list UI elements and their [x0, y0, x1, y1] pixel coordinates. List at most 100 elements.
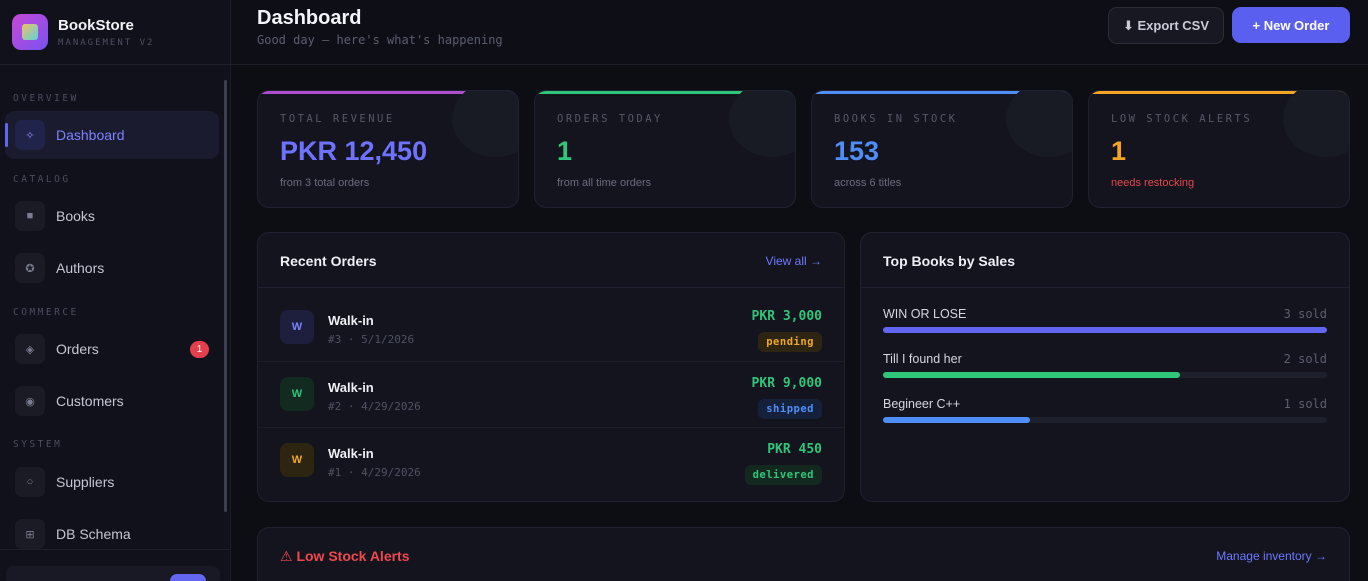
sidebar-item-dashboard[interactable]: ✧ Dashboard: [5, 111, 219, 159]
view-all-orders-link[interactable]: View all →: [765, 254, 822, 268]
customer-avatar: W: [280, 443, 314, 477]
customer-avatar: W: [280, 310, 314, 344]
sidebar-item-label: Suppliers: [56, 474, 115, 490]
stat-accent-bar: [1089, 91, 1349, 94]
stat-card-low-stock-alerts: LOW STOCK ALERTS 1 needs restocking: [1088, 90, 1350, 208]
app-logo-icon: [12, 14, 48, 50]
sidebar-item-orders[interactable]: ◈ Orders 1: [5, 325, 219, 373]
stat-card-total-revenue: TOTAL REVENUE PKR 12,450 from 3 total or…: [257, 90, 519, 208]
sidebar-item-label: Dashboard: [56, 127, 125, 143]
db-schema-icon: ⊞: [15, 519, 45, 549]
sales-bar-fill: [883, 372, 1181, 378]
sidebar-footer: [0, 549, 230, 581]
order-customer: Walk-in: [328, 446, 374, 461]
book-sold-count: 2 sold: [1283, 352, 1327, 366]
brand-subtitle: MANAGEMENT V2: [58, 37, 155, 48]
stat-accent-bar: [258, 91, 518, 94]
sales-bar-fill: [883, 417, 1030, 423]
stat-value: 1: [557, 136, 573, 166]
brand: BookStore MANAGEMENT V2: [0, 0, 230, 65]
theme-toggle[interactable]: [170, 574, 206, 581]
stat-label: ORDERS TODAY: [557, 113, 663, 125]
low-stock-title: ⚠ Low Stock Alerts: [280, 548, 410, 564]
stat-decoration: [1283, 91, 1349, 157]
books-icon: ■: [15, 201, 45, 231]
stat-decoration: [1006, 91, 1072, 157]
dashboard-icon: ✧: [15, 120, 45, 150]
manage-inventory-link[interactable]: Manage inventory →: [1216, 549, 1327, 563]
status-badge: delivered: [744, 465, 822, 485]
sidebar-item-label: Customers: [56, 393, 124, 409]
orders-count-badge: 1: [190, 340, 209, 358]
order-amount: PKR 450: [767, 442, 822, 457]
sidebar: BookStore MANAGEMENT V2 OVERVIEW ✧ Dashb…: [0, 0, 231, 581]
sales-bar-fill: [883, 327, 1327, 333]
sidebar-item-label: Authors: [56, 260, 105, 276]
top-book-row: WIN OR LOSE 3 sold: [883, 307, 1327, 347]
panel-title: Top Books by Sales: [883, 253, 1015, 269]
stat-value: PKR 12,450: [280, 136, 428, 166]
stat-decoration: [729, 91, 795, 157]
customers-icon: ◉: [15, 386, 45, 416]
order-row[interactable]: W Walk-in #2 · 4/29/2026 PKR 9,000 shipp…: [258, 361, 844, 427]
panel-title: Recent Orders: [280, 253, 377, 269]
order-customer: Walk-in: [328, 313, 374, 328]
order-row[interactable]: W Walk-in #3 · 5/1/2026 PKR 3,000 pendin…: [258, 295, 844, 361]
page-subtitle: Good day — here's what's happening: [257, 33, 503, 47]
section-label-system: SYSTEM: [13, 439, 63, 450]
order-meta: #3 · 5/1/2026: [328, 333, 415, 346]
stat-value: 1: [1111, 136, 1127, 166]
book-title: WIN OR LOSE: [883, 307, 967, 321]
sales-bar-track: [883, 372, 1327, 378]
recent-orders-panel: Recent Orders View all → W Walk-in #3 · …: [257, 232, 845, 502]
stat-sub: from 3 total orders: [280, 177, 370, 189]
section-label-catalog: CATALOG: [13, 174, 71, 185]
stat-accent-bar: [535, 91, 795, 94]
sidebar-item-books[interactable]: ■ Books: [5, 192, 219, 240]
new-order-button[interactable]: + New Order: [1232, 7, 1350, 43]
order-meta: #1 · 4/29/2026: [328, 466, 421, 479]
stat-card-orders-today: ORDERS TODAY 1 from all time orders: [534, 90, 796, 208]
top-header: Dashboard Good day — here's what's happe…: [231, 0, 1368, 65]
sidebar-scrollbar[interactable]: [224, 80, 227, 512]
section-label-overview: OVERVIEW: [13, 93, 79, 104]
stat-sub: needs restocking: [1111, 177, 1195, 189]
sidebar-item-customers[interactable]: ◉ Customers: [5, 377, 219, 425]
status-badge: pending: [758, 332, 822, 352]
book-sold-count: 3 sold: [1283, 307, 1327, 321]
section-label-commerce: COMMERCE: [13, 307, 79, 318]
top-books-panel: Top Books by Sales WIN OR LOSE 3 sold Ti…: [860, 232, 1350, 502]
low-stock-panel: ⚠ Low Stock Alerts Manage inventory →: [257, 527, 1350, 581]
sidebar-item-suppliers[interactable]: ○ Suppliers: [5, 458, 219, 506]
order-meta: #2 · 4/29/2026: [328, 400, 421, 413]
sales-bar-track: [883, 327, 1327, 333]
book-title: Begineer C++: [883, 397, 961, 411]
top-book-row: Begineer C++ 1 sold: [883, 397, 1327, 437]
brand-name: BookStore: [58, 16, 134, 34]
order-row[interactable]: W Walk-in #1 · 4/29/2026 PKR 450 deliver…: [258, 427, 844, 493]
stat-sub: across 6 titles: [834, 177, 902, 189]
stat-sub: from all time orders: [557, 177, 652, 189]
authors-icon: ✪: [15, 253, 45, 283]
sidebar-item-authors[interactable]: ✪ Authors: [5, 244, 219, 292]
stat-label: LOW STOCK ALERTS: [1111, 113, 1253, 125]
stat-decoration: [452, 91, 518, 157]
status-badge: shipped: [758, 399, 822, 419]
sidebar-item-label: Orders: [56, 341, 99, 357]
sidebar-item-db-schema[interactable]: ⊞ DB Schema: [5, 510, 219, 558]
stat-label: BOOKS IN STOCK: [834, 113, 958, 125]
order-customer: Walk-in: [328, 380, 374, 395]
export-csv-button[interactable]: ⬇ Export CSV: [1108, 7, 1224, 44]
sidebar-item-label: Books: [56, 208, 95, 224]
customer-avatar: W: [280, 377, 314, 411]
stat-label: TOTAL REVENUE: [280, 113, 395, 125]
theme-row[interactable]: [6, 566, 220, 581]
book-sold-count: 1 sold: [1283, 397, 1327, 411]
page-title: Dashboard: [257, 7, 362, 29]
book-title: Till I found her: [883, 352, 962, 366]
order-amount: PKR 9,000: [751, 376, 822, 391]
stat-value: 153: [834, 136, 880, 166]
suppliers-icon: ○: [15, 467, 45, 497]
sidebar-item-label: DB Schema: [56, 526, 131, 542]
stat-card-books-in-stock: BOOKS IN STOCK 153 across 6 titles: [811, 90, 1073, 208]
